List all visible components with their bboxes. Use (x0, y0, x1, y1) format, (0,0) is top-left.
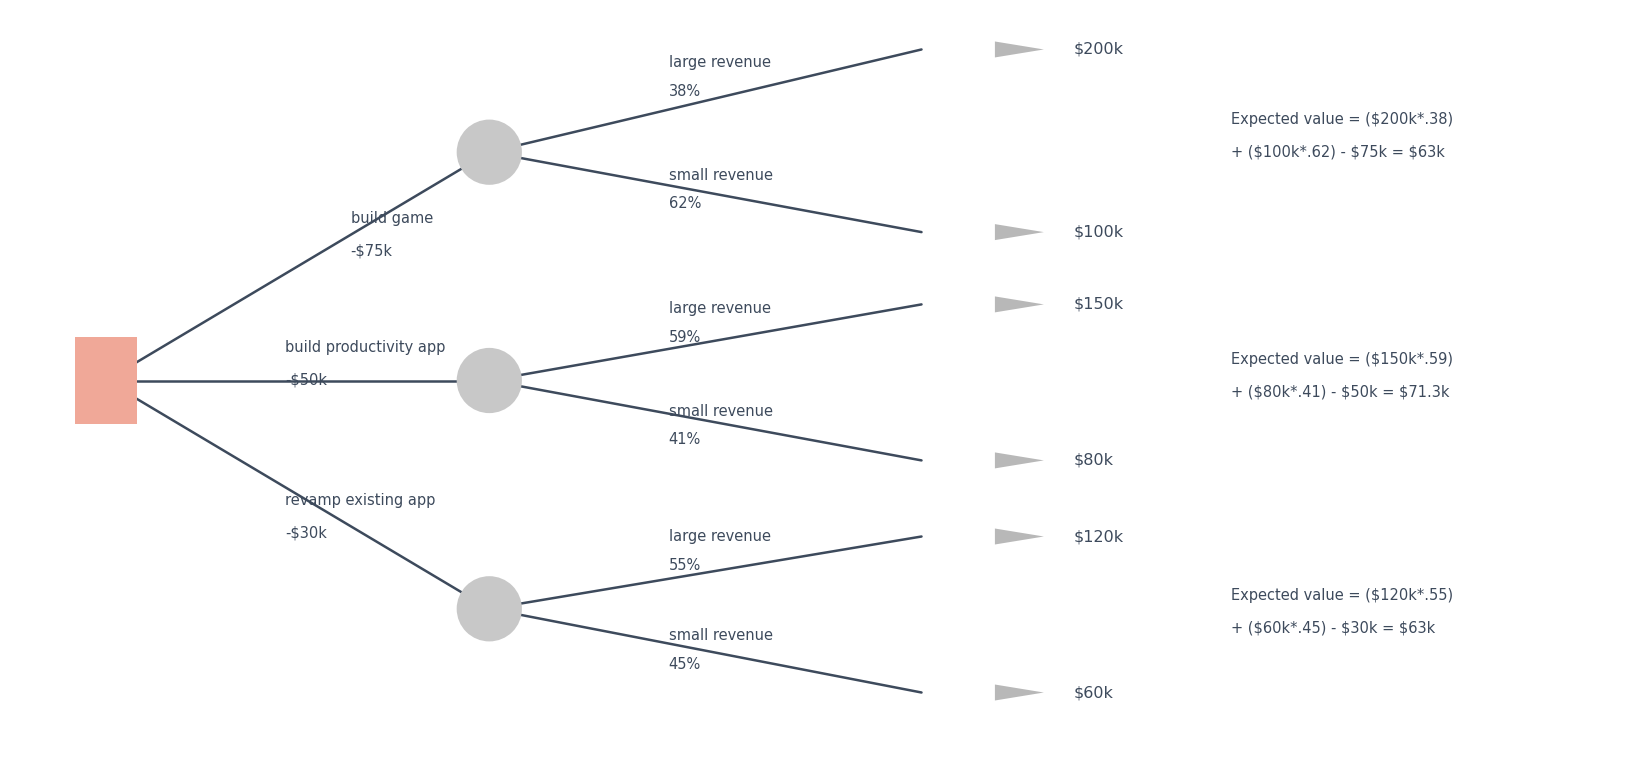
Text: $100k: $100k (1073, 224, 1123, 240)
Text: + ($60k*.45) - $30k = $63k: + ($60k*.45) - $30k = $63k (1231, 620, 1434, 635)
Text: $80k: $80k (1073, 453, 1113, 468)
Polygon shape (994, 685, 1043, 700)
Text: revamp existing app: revamp existing app (285, 492, 435, 508)
Polygon shape (994, 529, 1043, 544)
Text: $60k: $60k (1073, 685, 1112, 700)
Text: 45%: 45% (668, 657, 701, 672)
Text: -$75k: -$75k (350, 244, 393, 259)
Ellipse shape (456, 576, 522, 642)
Text: 55%: 55% (668, 558, 701, 573)
Text: + ($80k*.41) - $50k = $71.3k: + ($80k*.41) - $50k = $71.3k (1231, 384, 1449, 400)
Text: Expected value = ($200k*.38): Expected value = ($200k*.38) (1231, 112, 1452, 127)
Text: -$30k: -$30k (285, 525, 328, 540)
Text: Expected value = ($150k*.59): Expected value = ($150k*.59) (1231, 352, 1452, 367)
Text: small revenue: small revenue (668, 628, 773, 643)
Text: -$50k: -$50k (285, 373, 328, 388)
Text: large revenue: large revenue (668, 301, 771, 316)
Polygon shape (994, 42, 1043, 57)
Text: large revenue: large revenue (668, 55, 771, 70)
Text: large revenue: large revenue (668, 529, 771, 544)
Text: build productivity app: build productivity app (285, 340, 445, 355)
Polygon shape (994, 453, 1043, 468)
Text: $150k: $150k (1073, 297, 1123, 312)
Text: 38%: 38% (668, 84, 701, 99)
Polygon shape (994, 224, 1043, 240)
Text: $120k: $120k (1073, 529, 1123, 544)
Text: 41%: 41% (668, 432, 701, 447)
Text: build game: build game (350, 211, 432, 226)
Text: 59%: 59% (668, 330, 701, 345)
Ellipse shape (456, 348, 522, 413)
Text: small revenue: small revenue (668, 403, 773, 419)
Ellipse shape (456, 119, 522, 185)
Text: Expected value = ($120k*.55): Expected value = ($120k*.55) (1231, 587, 1452, 603)
Text: + ($100k*.62) - $75k = $63k: + ($100k*.62) - $75k = $63k (1231, 145, 1444, 160)
Polygon shape (994, 297, 1043, 312)
Text: 62%: 62% (668, 196, 701, 212)
FancyBboxPatch shape (75, 336, 137, 425)
Text: $200k: $200k (1073, 42, 1123, 57)
Text: small revenue: small revenue (668, 167, 773, 183)
